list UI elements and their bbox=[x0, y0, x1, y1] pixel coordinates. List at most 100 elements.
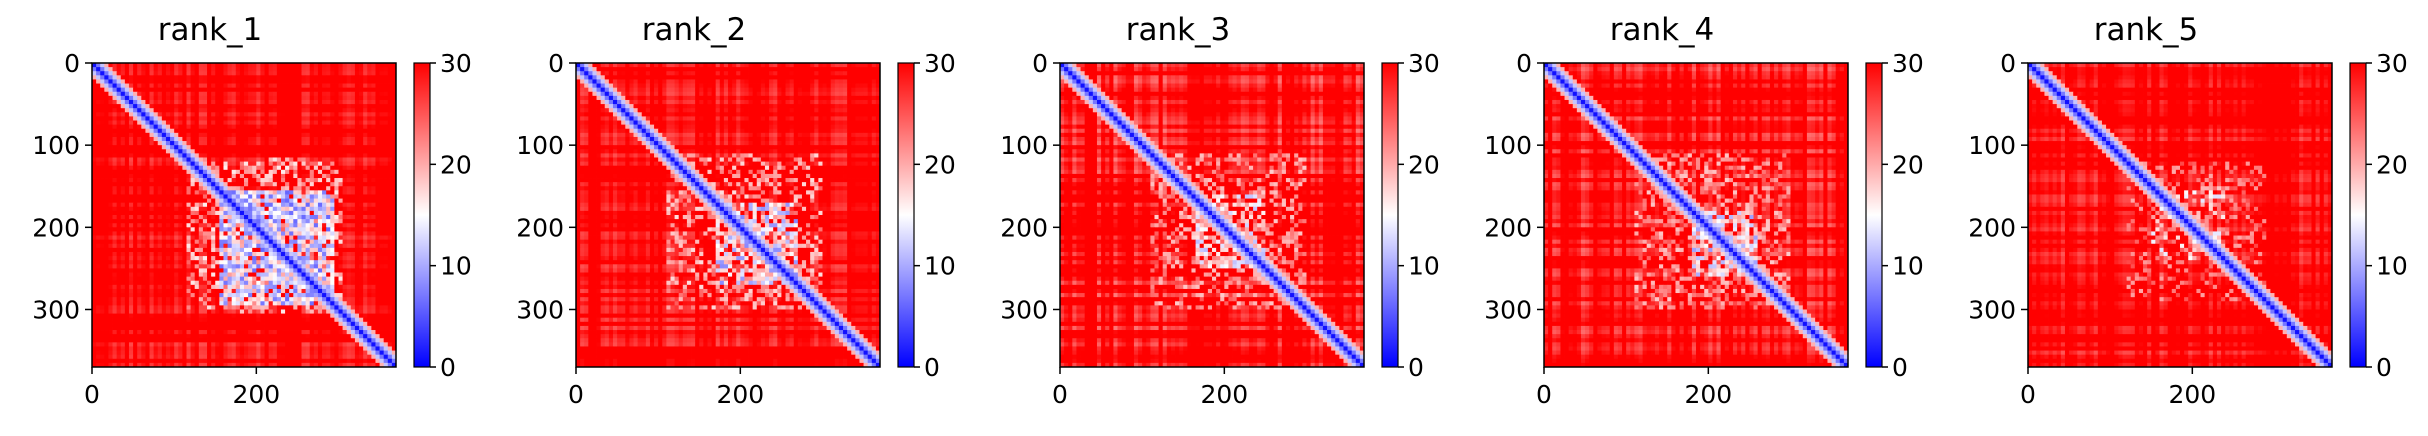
heatmap-cell bbox=[157, 75, 163, 80]
heatmap-cell bbox=[202, 99, 208, 105]
heatmap-cell bbox=[231, 239, 237, 245]
heatmap-cell bbox=[223, 309, 228, 314]
heatmap-cell bbox=[350, 145, 356, 150]
heatmap-cell bbox=[268, 330, 274, 335]
heatmap-cell bbox=[141, 141, 146, 146]
heatmap-cell bbox=[268, 141, 274, 146]
heatmap-cell bbox=[264, 268, 270, 273]
heatmap-cell bbox=[297, 136, 302, 142]
heatmap-cell bbox=[96, 251, 101, 257]
heatmap-cell bbox=[100, 276, 105, 282]
heatmap-cell bbox=[120, 198, 126, 204]
heatmap-cell bbox=[289, 149, 294, 154]
heatmap-cell bbox=[367, 260, 372, 265]
heatmap-cell bbox=[264, 276, 270, 282]
heatmap-cell bbox=[219, 280, 224, 286]
heatmap-cell bbox=[391, 194, 397, 199]
heatmap-cell bbox=[375, 231, 380, 236]
heatmap-cell bbox=[260, 260, 265, 265]
heatmap-cell bbox=[371, 63, 376, 68]
heatmap-cell bbox=[231, 260, 237, 265]
heatmap-cell bbox=[207, 288, 212, 294]
heatmap-cell bbox=[383, 239, 389, 245]
heatmap-cell bbox=[194, 157, 200, 162]
heatmap-cell bbox=[124, 305, 130, 310]
heatmap-cell bbox=[383, 215, 389, 220]
heatmap-cell bbox=[235, 272, 241, 278]
heatmap-cell bbox=[342, 149, 348, 154]
heatmap-cell bbox=[375, 309, 380, 314]
heatmap-cell bbox=[108, 91, 113, 97]
heatmap-cell bbox=[120, 67, 126, 72]
heatmap-cell bbox=[326, 79, 331, 84]
heatmap-cell bbox=[207, 243, 212, 249]
heatmap-cell bbox=[96, 91, 101, 97]
heatmap-cell bbox=[297, 120, 302, 126]
heatmap-cell bbox=[244, 75, 249, 80]
heatmap-cell bbox=[252, 305, 257, 310]
heatmap-cell bbox=[334, 95, 339, 101]
heatmap-cell bbox=[252, 256, 257, 261]
heatmap-cell bbox=[141, 194, 146, 199]
heatmap-cell bbox=[128, 63, 134, 68]
heatmap-cell bbox=[145, 186, 150, 191]
heatmap-cell bbox=[161, 71, 167, 76]
heatmap-cell bbox=[264, 141, 270, 146]
heatmap-cell bbox=[256, 63, 261, 68]
heatmap-cell bbox=[92, 194, 97, 199]
heatmap-cell bbox=[326, 293, 331, 298]
heatmap-cell bbox=[227, 321, 233, 327]
heatmap-cell bbox=[285, 235, 290, 241]
heatmap-cell bbox=[178, 313, 183, 319]
heatmap-cell bbox=[330, 173, 335, 179]
heatmap-cell bbox=[244, 83, 249, 89]
heatmap-cell bbox=[112, 161, 118, 167]
heatmap-cell bbox=[215, 325, 220, 331]
heatmap-cell bbox=[244, 260, 249, 265]
heatmap-cell bbox=[383, 165, 389, 171]
heatmap-cell bbox=[350, 223, 356, 228]
heatmap-cell bbox=[289, 124, 294, 130]
heatmap-cell bbox=[379, 272, 385, 278]
heatmap-cell bbox=[198, 215, 204, 220]
heatmap-cell bbox=[313, 215, 319, 220]
heatmap-cell bbox=[100, 297, 105, 302]
heatmap-cell bbox=[190, 173, 196, 179]
heatmap-cell bbox=[128, 338, 134, 343]
heatmap-cell bbox=[235, 293, 241, 298]
heatmap-cell bbox=[235, 71, 241, 76]
heatmap-cell bbox=[289, 284, 294, 290]
heatmap-cell bbox=[223, 108, 228, 113]
heatmap-cell bbox=[293, 145, 298, 150]
heatmap-cell bbox=[359, 239, 364, 245]
heatmap-cell bbox=[182, 145, 187, 150]
heatmap-cell bbox=[165, 260, 171, 265]
heatmap-cell bbox=[239, 141, 245, 146]
heatmap-cell bbox=[371, 256, 376, 261]
heatmap-cell bbox=[342, 272, 348, 278]
heatmap-cell bbox=[264, 321, 270, 327]
heatmap-cell bbox=[276, 313, 282, 319]
heatmap-cell bbox=[354, 264, 360, 269]
heatmap-cell bbox=[322, 210, 327, 216]
heatmap-cell bbox=[354, 330, 360, 335]
heatmap-cell bbox=[202, 182, 208, 187]
heatmap-cell bbox=[235, 247, 241, 253]
heatmap-cell bbox=[202, 91, 208, 97]
heatmap-cell bbox=[186, 136, 191, 142]
heatmap-cell bbox=[272, 321, 278, 327]
heatmap-cell bbox=[289, 293, 294, 298]
heatmap-cell bbox=[92, 141, 97, 146]
heatmap-cell bbox=[379, 99, 385, 105]
heatmap-cell bbox=[128, 71, 134, 76]
heatmap-cell bbox=[207, 112, 212, 117]
heatmap-cell bbox=[227, 124, 233, 130]
heatmap-cell bbox=[219, 325, 224, 331]
heatmap-cell bbox=[379, 210, 385, 216]
heatmap-cell bbox=[256, 71, 261, 76]
heatmap-cell bbox=[359, 104, 364, 109]
heatmap-cell bbox=[285, 219, 290, 224]
heatmap-cell bbox=[317, 231, 323, 236]
heatmap-cell bbox=[174, 104, 179, 109]
heatmap-cell bbox=[174, 239, 179, 245]
